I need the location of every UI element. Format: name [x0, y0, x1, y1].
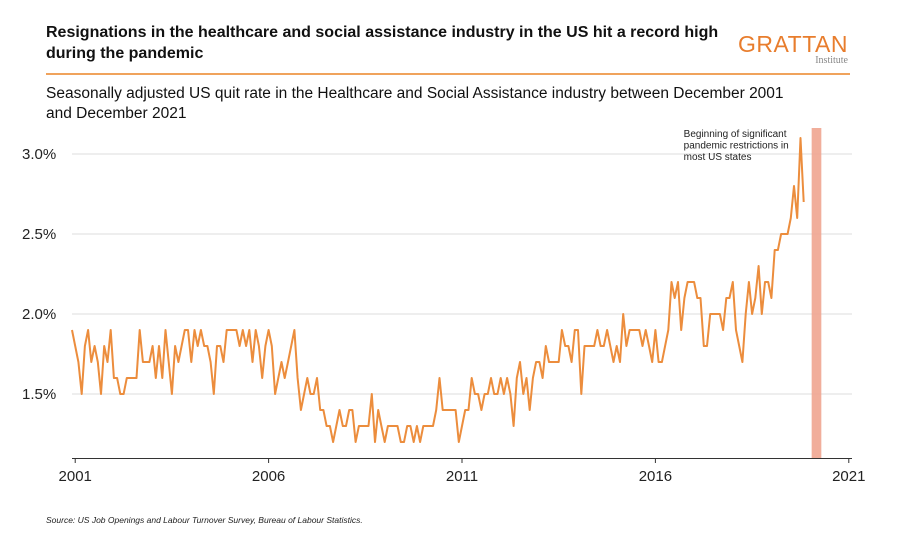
x-tick-label: 2021 [832, 468, 865, 485]
x-tick-label: 2006 [252, 468, 285, 485]
annotation-text: most US states [684, 152, 752, 163]
chart-subtitle: Seasonally adjusted US quit rate in the … [46, 85, 784, 122]
pandemic-band [811, 128, 822, 458]
axes: 1.5% 2.0% 2.5% 3.0% 2001 2006 2011 2016 2021 [22, 146, 865, 485]
grattan-logo: GRATTAN Institute [736, 32, 848, 66]
y-tick-label: 2.0% [22, 306, 56, 323]
gridlines [72, 153, 852, 395]
y-tick-label: 3.0% [22, 146, 56, 163]
series-line [71, 137, 805, 443]
y-tick-label: 1.5% [22, 386, 56, 403]
y-tick-label: 2.5% [22, 226, 56, 243]
x-tick-label: 2016 [639, 468, 672, 485]
chart-title: Resignations in the healthcare and socia… [46, 24, 719, 62]
x-tick-label: 2001 [59, 468, 92, 485]
source-note: Source: US Job Openings and Labour Turno… [46, 515, 363, 525]
header-divider [46, 73, 850, 75]
series-group [71, 137, 805, 443]
logo-wordmark: GRATTAN [738, 31, 848, 57]
x-tick-label: 2011 [446, 468, 478, 485]
logo-subtitle: Institute [815, 55, 848, 66]
annotation-text: Beginning of significant [684, 129, 787, 140]
annotation-text: pandemic restrictions in [684, 141, 789, 152]
pandemic-band-group [811, 128, 822, 458]
